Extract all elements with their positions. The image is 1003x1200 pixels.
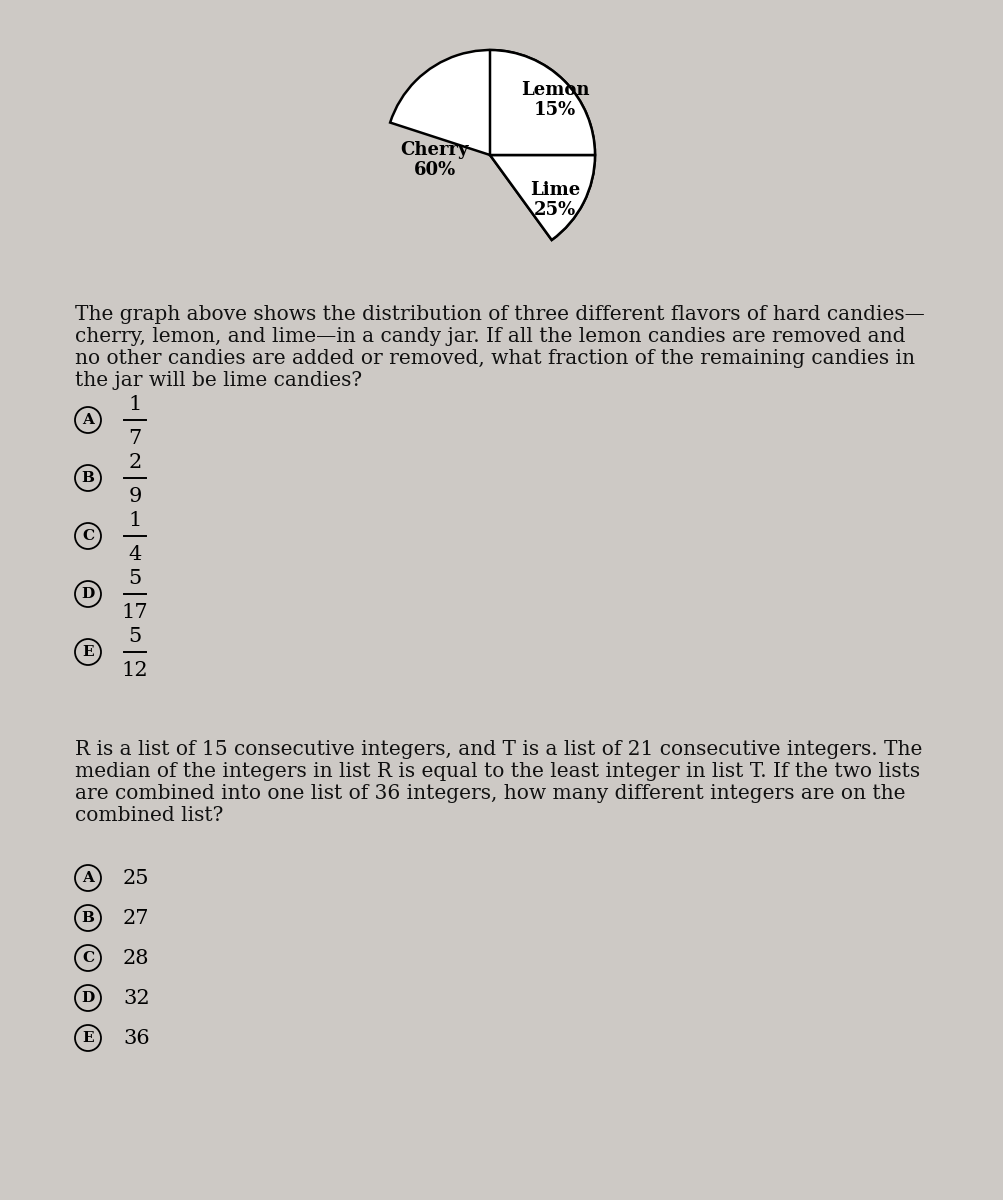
Text: D: D	[81, 991, 94, 1006]
Text: 17: 17	[121, 602, 148, 622]
Wedge shape	[489, 50, 595, 155]
Text: no other candies are added or removed, what fraction of the remaining candies in: no other candies are added or removed, w…	[75, 349, 914, 368]
Text: Cherry
60%: Cherry 60%	[400, 140, 468, 179]
Text: 5: 5	[128, 569, 141, 588]
Text: 12: 12	[121, 660, 148, 679]
Text: A: A	[82, 871, 94, 886]
Text: C: C	[82, 529, 94, 542]
Text: the jar will be lime candies?: the jar will be lime candies?	[75, 371, 362, 390]
Text: B: B	[81, 470, 94, 485]
Text: The graph above shows the distribution of three different flavors of hard candie: The graph above shows the distribution o…	[75, 305, 924, 324]
Text: 28: 28	[123, 948, 149, 967]
Text: combined list?: combined list?	[75, 806, 223, 826]
Text: C: C	[82, 950, 94, 965]
Text: 4: 4	[128, 545, 141, 564]
Text: cherry, lemon, and lime—in a candy jar. If all the lemon candies are removed and: cherry, lemon, and lime—in a candy jar. …	[75, 326, 905, 346]
Text: 1: 1	[128, 510, 141, 529]
Text: A: A	[82, 413, 94, 427]
Text: 27: 27	[123, 908, 149, 928]
Wedge shape	[390, 50, 595, 240]
Text: 2: 2	[128, 452, 141, 472]
Text: Lemon
15%: Lemon 15%	[521, 80, 589, 120]
Text: 9: 9	[128, 486, 141, 505]
Text: E: E	[82, 1031, 93, 1045]
Text: B: B	[81, 911, 94, 925]
Text: 32: 32	[123, 989, 149, 1008]
Text: 1: 1	[128, 395, 141, 414]
Wedge shape	[489, 155, 595, 240]
Text: median of the integers in list R is equal to the least integer in list T. If the: median of the integers in list R is equa…	[75, 762, 919, 781]
Text: 25: 25	[123, 869, 149, 888]
Text: E: E	[82, 646, 93, 659]
Text: 36: 36	[123, 1028, 149, 1048]
Text: Lime
25%: Lime 25%	[530, 180, 580, 220]
Text: 5: 5	[128, 626, 141, 646]
Text: D: D	[81, 587, 94, 601]
Text: 7: 7	[128, 428, 141, 448]
Text: R is a list of 15 consecutive integers, and T is a list of 21 consecutive intege: R is a list of 15 consecutive integers, …	[75, 740, 922, 758]
Text: are combined into one list of 36 integers, how many different integers are on th: are combined into one list of 36 integer…	[75, 784, 905, 803]
